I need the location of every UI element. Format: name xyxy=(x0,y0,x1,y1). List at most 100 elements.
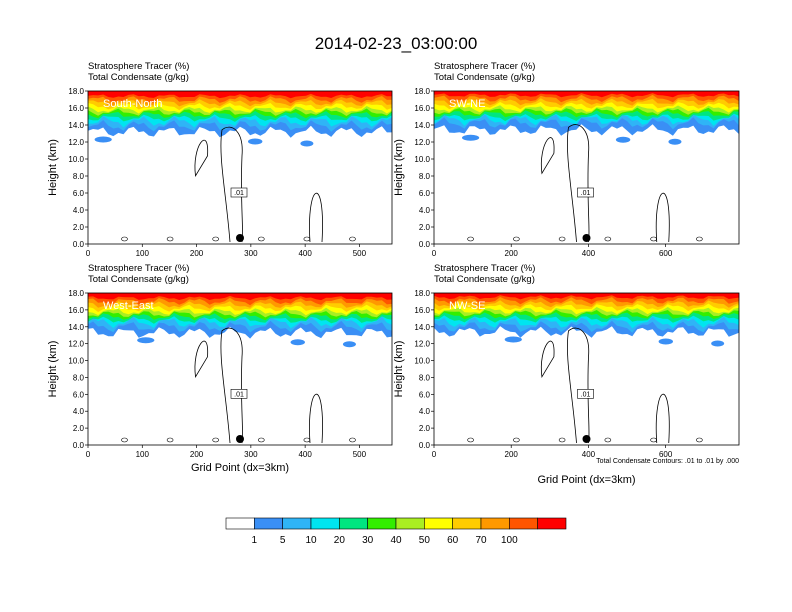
panel-west-east: .01 0.0 2.0 4.0 6.0 8.0 10.0 12.0 14.0 16.0 18.0 0 1… xyxy=(47,263,393,474)
colorbar-box xyxy=(367,517,397,530)
x-tick-label: 500 xyxy=(353,249,367,258)
svg-text:.01: .01 xyxy=(234,391,244,398)
y-tick-label: 4.0 xyxy=(73,206,85,215)
colorbar-box xyxy=(395,517,425,530)
condensate-contour xyxy=(655,192,670,243)
y-tick-label: 2.0 xyxy=(73,424,85,433)
y-tick-label: 8.0 xyxy=(73,373,85,382)
panel-label: NW-SE xyxy=(449,300,485,312)
x-tick-label: 200 xyxy=(190,450,204,459)
condensate-blob xyxy=(604,236,612,242)
colorbar-box xyxy=(480,517,510,530)
y-tick-label: 12.0 xyxy=(414,340,430,349)
y-tick-label: 18.0 xyxy=(414,289,430,298)
condensate-contour xyxy=(309,192,323,243)
colorbar-label: 40 xyxy=(390,535,402,546)
condensate-contour xyxy=(540,340,555,378)
condensate-blob xyxy=(121,236,128,242)
x-tick-label: 300 xyxy=(244,450,258,459)
tracer-patch xyxy=(711,340,725,347)
x-tick-label: 0 xyxy=(86,249,91,258)
y-tick-label: 14.0 xyxy=(68,121,84,130)
field-title: Stratosphere Tracer (%) xyxy=(434,263,535,274)
x-tick-label: 400 xyxy=(582,249,596,258)
x-axis-label: Grid Point (dx=3km) xyxy=(537,474,635,486)
colorbar-box xyxy=(424,517,453,530)
tracer-patch xyxy=(504,336,522,343)
plot-frame xyxy=(87,90,393,245)
panel-nw-se: .01 0.0 2.0 4.0 6.0 8.0 10.0 12.0 14.0 16.0 18.0 0 2… xyxy=(393,263,740,486)
condensate-blob xyxy=(303,236,311,242)
panel-label: South-North xyxy=(103,98,162,110)
colorbar-label: 1 xyxy=(252,535,258,546)
condensate-blob xyxy=(558,437,566,443)
figure-title: 2014-02-23_03:00:00 xyxy=(315,34,478,53)
y-axis-label: Height (km) xyxy=(47,341,59,398)
condensate-blob xyxy=(467,236,474,242)
condensate-blob xyxy=(212,437,219,443)
y-tick-label: 10.0 xyxy=(68,155,84,164)
colorbar: 1 5 10 20 30 40 50 60 70 100 xyxy=(225,517,567,546)
condensate-blob xyxy=(257,236,265,242)
y-tick-label: 2.0 xyxy=(419,424,431,433)
location-marker xyxy=(582,435,591,443)
tracer-band-top xyxy=(88,293,392,301)
condensate-blob xyxy=(121,437,128,443)
y-tick-label: 6.0 xyxy=(419,390,431,399)
colorbar-label: 100 xyxy=(501,535,518,546)
condensate-contour xyxy=(540,137,555,175)
plot-area: .01 xyxy=(434,293,739,445)
colorbar-label: 5 xyxy=(280,535,286,546)
y-tick-label: 18.0 xyxy=(68,87,84,96)
panel-label: West-East xyxy=(103,300,154,312)
y-tick-label: 2.0 xyxy=(73,223,85,232)
tracer-patch xyxy=(658,338,673,345)
location-marker xyxy=(236,234,244,242)
condensate-contour xyxy=(567,327,590,444)
x-tick-label: 200 xyxy=(505,450,519,459)
condensate-blob xyxy=(349,236,356,242)
condensate-blob xyxy=(257,437,265,443)
x-tick-label: 400 xyxy=(298,450,312,459)
y-tick-label: 0.0 xyxy=(73,240,85,249)
condensate-contour xyxy=(309,393,323,444)
condensate-blob xyxy=(467,437,474,443)
colorbar-box xyxy=(254,517,283,530)
condensate-blob xyxy=(696,236,703,242)
plot-area: .01 xyxy=(88,91,392,244)
y-tick-label: 4.0 xyxy=(419,206,431,215)
y-tick-label: 0.0 xyxy=(419,441,431,450)
condensate-blob xyxy=(558,236,566,242)
condensate-blob xyxy=(604,437,612,443)
y-tick-label: 14.0 xyxy=(414,323,430,332)
condensate-blob xyxy=(303,437,311,443)
svg-text:.01: .01 xyxy=(234,190,244,197)
panel-label: SW-NE xyxy=(449,98,485,110)
condensate-blob xyxy=(650,437,657,443)
x-axis-label: Grid Point (dx=3km) xyxy=(191,462,289,474)
contour-title: Total Condensate (g/kg) xyxy=(434,72,535,83)
tracer-patch xyxy=(342,341,356,348)
condensate-blob xyxy=(513,437,520,443)
y-tick-label: 10.0 xyxy=(414,155,430,164)
tracer-patch xyxy=(668,138,682,145)
condensate-contour xyxy=(567,124,590,243)
panel-south-north: .01 0.0 2.0 4.0 6.0 8.0 10.0 12.0 14.0 16.0 18.0 0 1… xyxy=(47,61,393,258)
condensate-blob xyxy=(166,437,174,443)
plot-frame xyxy=(433,90,740,245)
y-tick-label: 0.0 xyxy=(419,240,431,249)
contour-title: Total Condensate (g/kg) xyxy=(88,72,189,83)
colorbar-box xyxy=(537,517,567,530)
y-tick-label: 16.0 xyxy=(414,104,430,113)
contour-label: .01 xyxy=(230,187,248,198)
panels: .01 0.0 2.0 4.0 6.0 8.0 10.0 12.0 14.0 16.0 18.0 0 1… xyxy=(47,61,740,486)
y-axis-label: Height (km) xyxy=(393,139,405,196)
y-tick-label: 12.0 xyxy=(68,138,84,147)
y-tick-label: 6.0 xyxy=(73,189,85,198)
colorbar-label: 50 xyxy=(419,535,431,546)
y-tick-label: 8.0 xyxy=(73,172,85,181)
x-tick-label: 0 xyxy=(86,450,91,459)
x-tick-label: 400 xyxy=(298,249,312,258)
y-tick-label: 10.0 xyxy=(68,357,84,366)
